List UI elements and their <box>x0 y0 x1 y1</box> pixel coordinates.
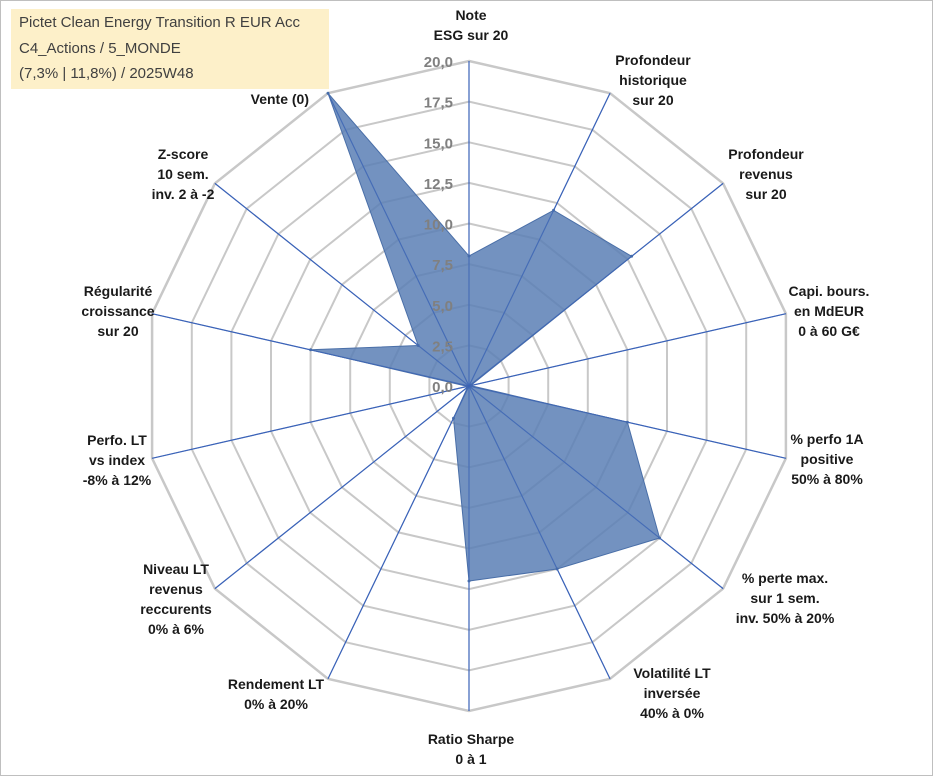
axis-label: Profondeur revenus sur 20 <box>728 146 804 202</box>
radial-axis-ticks: 0,0 2,5 5,0 7,5 10,0 12,5 15,0 17,5 20,0 <box>424 54 453 396</box>
axis-spoke-overlay <box>468 385 787 459</box>
radial-tick-label: 17,5 <box>424 95 453 112</box>
radial-tick-label: 2,5 <box>432 338 453 355</box>
axis-label-line: inversée <box>644 685 701 701</box>
axis-label: Z-score 10 sem. inv. 2 à -2 <box>152 146 215 202</box>
axis-label: Capi. bours. en MdEUR 0 à 60 G€ <box>789 283 870 339</box>
axis-label-line: -8% à 12% <box>83 472 152 488</box>
radial-tick-label: 10,0 <box>424 217 453 234</box>
axis-label-line: inv. 50% à 20% <box>736 610 835 626</box>
axis-spoke-overlay <box>468 183 724 387</box>
axis-label-line: positive <box>801 451 854 467</box>
axis-label-line: Profondeur <box>728 146 804 162</box>
axis-label-line: Rendement LT <box>228 676 325 692</box>
axis-label-line: Z-score <box>158 146 209 162</box>
axis-label-line: Volatilité LT <box>633 665 711 681</box>
axis-label-line: Vente (0) <box>251 91 309 107</box>
axis-label-line: revenus <box>739 166 793 182</box>
axis-label-line: ESG sur 20 <box>434 27 509 43</box>
axis-label-line: 0% à 6% <box>148 621 205 637</box>
axis-label-line: 10 sem. <box>157 166 208 182</box>
fund-info-box: Pictet Clean Energy Transition R EUR Acc… <box>11 9 329 89</box>
axis-label-line: vs index <box>89 452 145 468</box>
axis-label-line: Ratio Sharpe <box>428 731 515 747</box>
axis-label-line: Capi. bours. <box>789 283 870 299</box>
axis-spoke-overlay <box>327 92 470 387</box>
axis-label: Volatilité LT inversée 40% à 0% <box>633 665 711 721</box>
axis-label-line: Profondeur <box>615 52 691 68</box>
axis-label: Niveau LT revenus reccurents 0% à 6% <box>140 561 212 637</box>
axis-spoke-overlay <box>214 183 470 387</box>
radial-tick-label: 15,0 <box>424 135 453 152</box>
radial-tick-label: 20,0 <box>424 54 453 71</box>
radial-tick-label: 5,0 <box>432 298 453 315</box>
axis-label-line: 0 à 1 <box>455 751 486 767</box>
axis-spoke-overlay <box>151 385 470 459</box>
axis-label-line: croissance <box>81 303 154 319</box>
axis-label-line: % perfo 1A <box>790 431 863 447</box>
axis-label: Ratio Sharpe 0 à 1 <box>428 731 515 767</box>
axis-label: Rendement LT 0% à 20% <box>228 676 325 712</box>
axis-label-line: 40% à 0% <box>640 705 704 721</box>
fund-category: C4_Actions / 5_MONDE <box>19 40 181 57</box>
axis-label-line: Note <box>455 7 486 23</box>
axis-spoke-overlay <box>214 385 470 589</box>
axis-label-line: sur 20 <box>97 323 138 339</box>
axis-label-line: historique <box>619 72 687 88</box>
axis-label-line: sur 1 sem. <box>750 590 819 606</box>
axis-label: Régularité croissance sur 20 <box>81 283 154 339</box>
axis-label-line: Perfo. LT <box>87 432 147 448</box>
radial-tick-label: 7,5 <box>432 257 453 274</box>
fund-name: Pictet Clean Energy Transition R EUR Acc <box>19 14 300 31</box>
radial-tick-label: 12,5 <box>424 176 453 193</box>
axis-label: Note ESG sur 20 <box>434 7 509 43</box>
axis-label-line: 0 à 60 G€ <box>798 323 860 339</box>
fund-stats: (7,3% | 11,8%) / 2025W48 <box>19 65 194 82</box>
axis-spoke-overlay <box>468 385 724 589</box>
axis-label-line: sur 20 <box>745 186 786 202</box>
radial-tick-label: 0,0 <box>432 379 453 396</box>
axis-label-line: sur 20 <box>632 92 673 108</box>
axis-label-line: Niveau LT <box>143 561 209 577</box>
axis-label: Profondeur historique sur 20 <box>615 52 691 108</box>
axis-label-line: Régularité <box>84 283 153 299</box>
axis-label: % perte max. sur 1 sem. inv. 50% à 20% <box>736 570 835 626</box>
axis-spoke-overlay <box>468 385 611 680</box>
axis-spoke-overlay <box>327 385 470 680</box>
axis-label-line: reccurents <box>140 601 212 617</box>
axis-label-line: inv. 2 à -2 <box>152 186 215 202</box>
axis-label: % perfo 1A positive 50% à 80% <box>790 431 863 487</box>
axis-label-line: 50% à 80% <box>791 471 863 487</box>
axis-label-line: 0% à 20% <box>244 696 308 712</box>
axis-spoke-overlay <box>151 313 470 387</box>
axis-spoke-overlay <box>468 92 611 387</box>
axis-spoke-overlay <box>468 313 787 387</box>
axis-label-line: % perte max. <box>742 570 828 586</box>
radar-series <box>151 61 787 711</box>
axis-label-line: en MdEUR <box>794 303 864 319</box>
axis-label-line: revenus <box>149 581 203 597</box>
axis-label: Perfo. LT vs index -8% à 12% <box>83 432 152 488</box>
